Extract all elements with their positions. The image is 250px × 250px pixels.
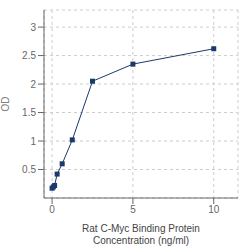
svg-text:2: 2	[30, 79, 36, 90]
svg-text:OD: OD	[8, 97, 11, 112]
svg-text:Rat C-Myc Binding ProteinConce: Rat C-Myc Binding ProteinConcentration (…	[82, 223, 200, 246]
svg-text:10: 10	[208, 204, 220, 215]
svg-text:0.5: 0.5	[22, 164, 36, 175]
svg-text:2.5: 2.5	[22, 50, 36, 61]
svg-text:1.5: 1.5	[22, 107, 36, 118]
svg-text:0: 0	[49, 204, 55, 215]
svg-text:1: 1	[30, 136, 36, 147]
svg-text:5: 5	[130, 204, 136, 215]
svg-text:3: 3	[30, 22, 36, 33]
